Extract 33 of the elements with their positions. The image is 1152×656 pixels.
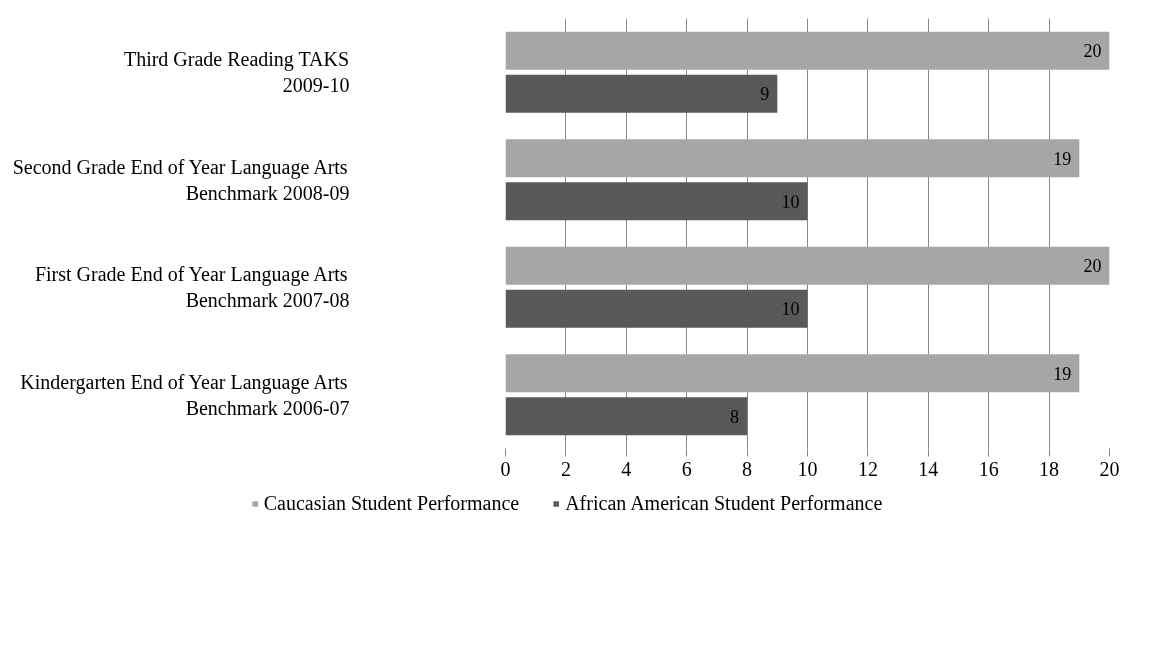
bar xyxy=(505,354,1080,393)
bar xyxy=(505,139,1080,178)
x-tick-label: 18 xyxy=(1039,457,1060,480)
y-tick-label: Kindergarten End of Year Language Arts Benchmark 2006-07 xyxy=(20,370,350,419)
data-label: 20 xyxy=(1083,256,1102,277)
bar xyxy=(505,31,1110,70)
data-label: 19 xyxy=(1053,148,1072,169)
bar xyxy=(505,182,808,221)
data-label: 10 xyxy=(781,299,800,320)
data-label: 19 xyxy=(1053,363,1072,384)
x-tick-label: 4 xyxy=(621,457,632,480)
y-tick-label: Third Grade Reading TAKS 2009-10 xyxy=(123,48,350,97)
x-tick-label: 8 xyxy=(742,457,753,480)
bar xyxy=(505,397,748,436)
y-tick-label: Second Grade End of Year Language Arts Benchmark 2008-09 xyxy=(12,155,350,204)
bar xyxy=(505,74,778,113)
legend-label: African American Student Performance xyxy=(565,491,883,515)
x-tick-label: 6 xyxy=(681,457,692,480)
x-tick-label: 0 xyxy=(500,457,511,480)
x-tick-label: 14 xyxy=(918,457,939,480)
legend-label: Caucasian Student Performance xyxy=(263,491,520,515)
x-tick-label: 20 xyxy=(1099,457,1120,480)
y-tick-label: First Grade End of Year Language Arts Benchmark 2007-08 xyxy=(34,263,350,312)
data-label: 9 xyxy=(760,84,770,105)
bar xyxy=(505,289,808,328)
bar xyxy=(505,246,1110,285)
x-tick-label: 2 xyxy=(560,457,571,480)
data-label: 10 xyxy=(781,191,800,212)
data-label: 8 xyxy=(730,406,740,427)
x-tick-label: 16 xyxy=(978,457,999,480)
x-tick-label: 12 xyxy=(857,457,878,480)
x-tick-label: 10 xyxy=(797,457,818,480)
data-label: 20 xyxy=(1083,41,1102,62)
